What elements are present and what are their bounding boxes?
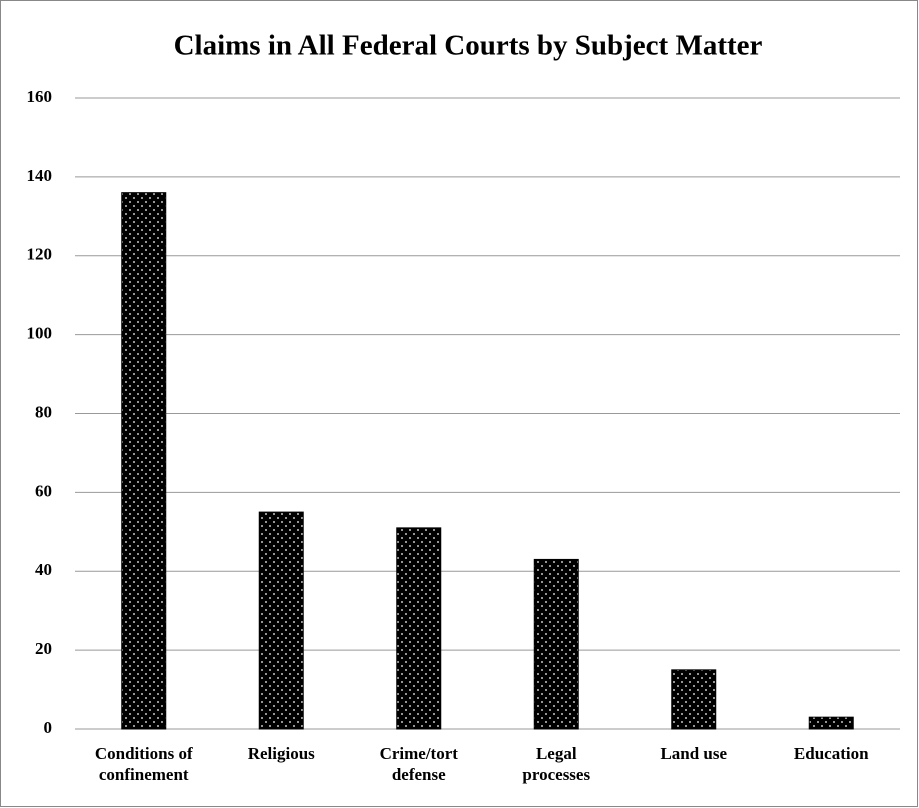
x-tick-label: Legal processes [522,744,591,784]
y-tick-label: 80 [35,402,52,421]
y-tick-label: 140 [27,166,53,185]
bar [396,527,442,730]
y-tick-label: 0 [44,718,53,737]
x-tick-label: Education [793,744,869,763]
bar [671,669,717,730]
bar [808,716,854,730]
y-tick-label: 120 [27,245,53,264]
chart-title: Claims in All Federal Courts by Subject … [174,30,763,62]
x-tick-label: Conditions of confinement [94,744,193,784]
y-tick-label: 60 [35,481,52,500]
bar [258,511,304,730]
bar [121,192,167,730]
y-tick-label: 40 [35,560,52,579]
y-tick-label: 160 [27,87,53,106]
bar [533,558,579,730]
x-tick-label: Religious [247,744,315,763]
x-tick-label: Crime/tort defense [379,744,458,784]
y-tick-label: 20 [35,639,52,658]
x-tick-label: Land use [660,744,728,763]
y-tick-label: 100 [27,324,53,343]
